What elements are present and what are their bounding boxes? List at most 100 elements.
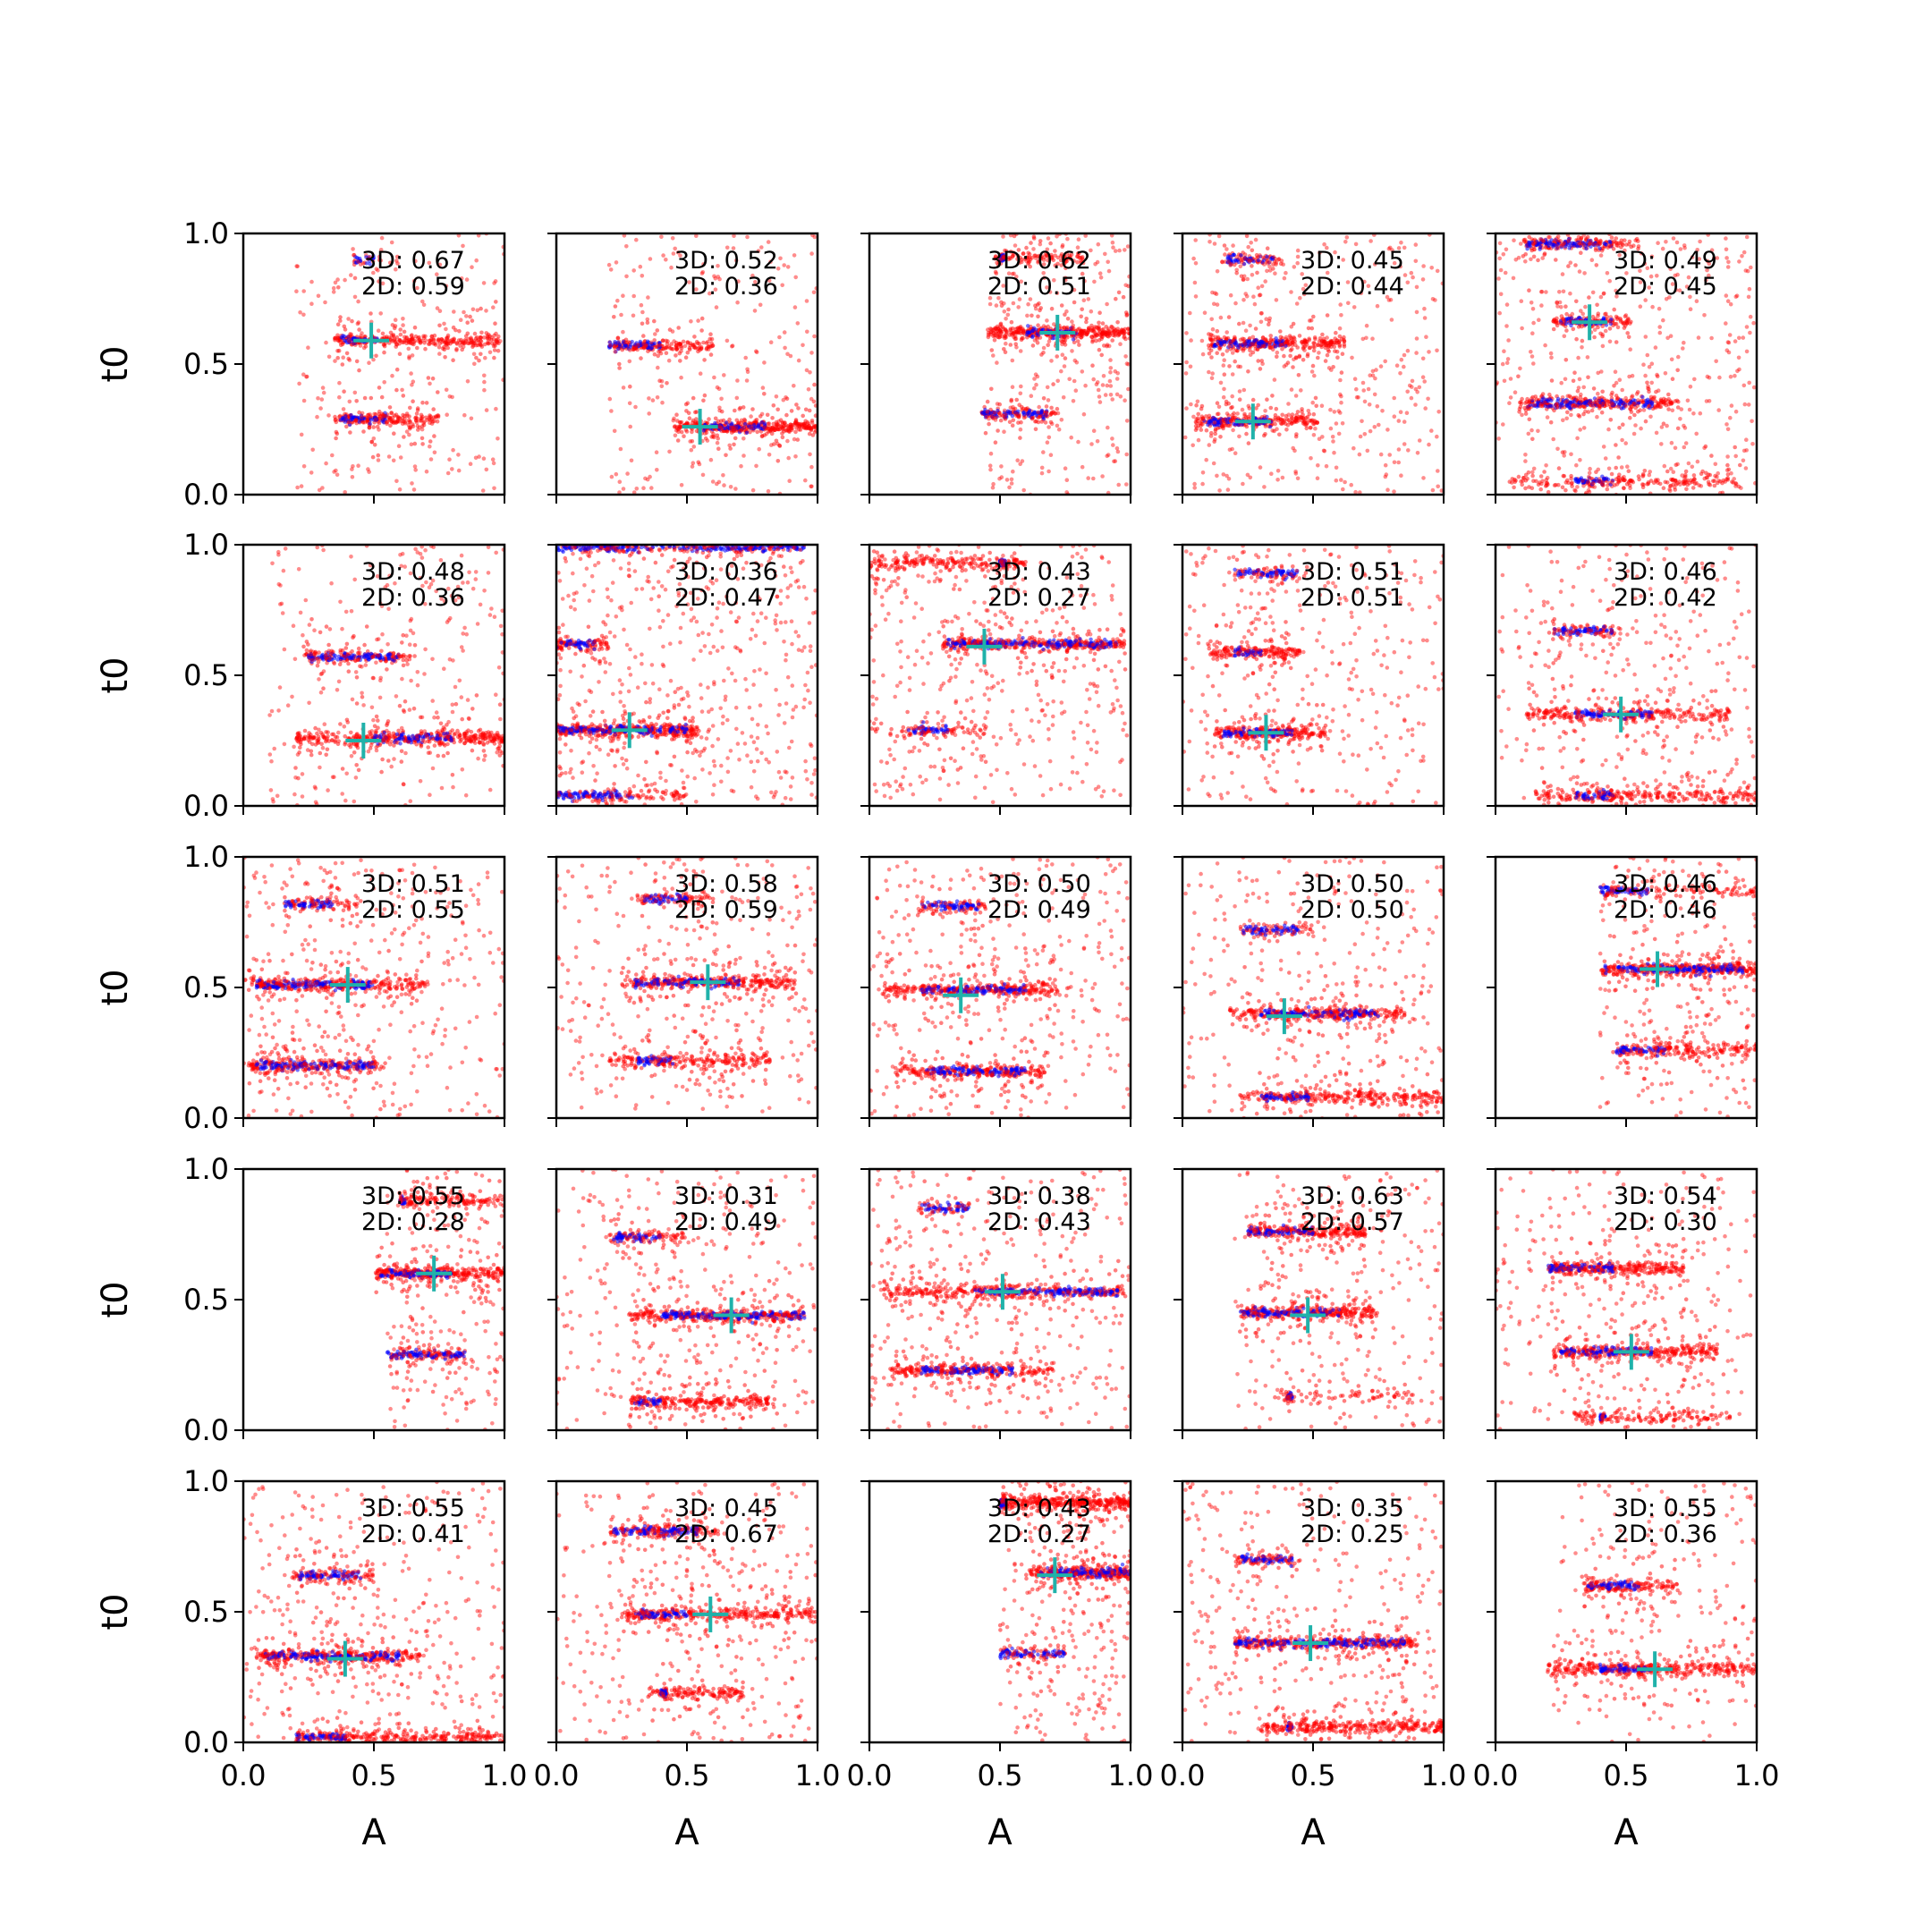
point-2d — [1226, 477, 1232, 481]
point-2d — [1647, 364, 1652, 369]
point-2d — [1204, 414, 1208, 419]
point-2d — [640, 309, 645, 315]
point-2d — [1012, 233, 1017, 239]
point-2d — [1049, 405, 1054, 411]
point-2d — [1241, 336, 1247, 342]
score-3d-label: 3D: 0.45 — [1301, 247, 1404, 275]
point-2d — [1039, 419, 1044, 424]
point-2d — [1011, 404, 1015, 410]
point-2d — [699, 328, 704, 333]
point-2d — [1424, 335, 1428, 340]
point-2d — [1305, 352, 1310, 357]
point-2d — [713, 276, 718, 281]
point-2d — [683, 402, 689, 407]
point-2d — [1194, 402, 1199, 408]
point-2d — [1212, 420, 1217, 425]
point-2d — [1583, 304, 1588, 309]
point-2d — [376, 453, 381, 458]
point-2d — [1504, 247, 1509, 252]
point-2d — [755, 429, 759, 435]
point-2d — [1216, 404, 1222, 410]
point-2d — [1423, 406, 1428, 411]
point-2d — [395, 261, 400, 266]
point-2d — [1422, 379, 1427, 384]
point-2d — [991, 353, 996, 358]
point-2d — [1629, 319, 1633, 325]
point-2d — [1110, 325, 1114, 330]
point-2d — [1124, 361, 1130, 366]
point-2d — [1229, 419, 1233, 423]
point-2d — [1643, 373, 1648, 378]
point-2d — [613, 350, 617, 354]
point-2d — [1285, 417, 1290, 422]
point-2d — [1530, 248, 1534, 253]
point-2d — [1018, 436, 1022, 440]
point-2d — [787, 479, 792, 483]
point-2d — [491, 461, 496, 466]
point-2d — [1199, 338, 1205, 343]
point-2d — [1231, 428, 1235, 433]
point-2d — [465, 379, 470, 384]
point-2d — [1521, 254, 1526, 258]
point-2d — [493, 321, 497, 326]
point-2d — [1097, 394, 1102, 399]
point-2d — [677, 424, 682, 429]
point-2d — [1539, 289, 1545, 294]
point-2d — [1578, 394, 1583, 400]
point-2d — [1588, 466, 1592, 471]
point-2d — [1260, 255, 1266, 260]
point-2d — [989, 348, 995, 352]
point-3d — [1226, 257, 1231, 261]
point-2d — [1242, 342, 1248, 346]
point-2d — [1420, 356, 1426, 361]
point-2d — [1623, 248, 1627, 253]
point-2d — [780, 435, 785, 440]
point-2d — [1690, 255, 1695, 259]
point-2d — [1527, 417, 1532, 422]
point-2d — [772, 428, 776, 433]
point-2d — [365, 418, 370, 423]
point-3d — [737, 430, 742, 435]
point-2d — [1193, 238, 1198, 242]
point-2d — [1244, 233, 1250, 239]
point-2d — [1207, 332, 1211, 336]
point-2d — [1339, 370, 1344, 375]
point-2d — [1618, 318, 1623, 322]
point-2d — [437, 309, 443, 314]
point-2d — [359, 334, 363, 339]
point-2d — [1725, 427, 1731, 432]
point-2d — [1544, 290, 1548, 294]
point-2d — [336, 348, 342, 353]
point-2d — [1724, 247, 1729, 252]
point-2d — [1578, 458, 1582, 462]
point-2d — [1733, 339, 1738, 343]
point-2d — [1290, 416, 1294, 421]
point-3d — [701, 428, 707, 433]
point-2d — [1008, 343, 1013, 347]
point-2d — [756, 249, 761, 253]
point-2d — [1126, 284, 1131, 289]
point-2d — [429, 417, 435, 421]
point-2d — [609, 474, 614, 479]
point-2d — [1080, 258, 1086, 262]
point-2d — [1546, 234, 1551, 240]
point-2d — [1623, 314, 1628, 319]
point-2d — [1653, 345, 1658, 350]
point-2d — [988, 326, 993, 331]
score-2d-label: 2D: 0.51 — [987, 273, 1091, 301]
point-2d — [352, 294, 358, 300]
point-2d — [361, 345, 367, 351]
point-2d — [1601, 292, 1606, 296]
point-2d — [1044, 413, 1048, 419]
point-2d — [1035, 374, 1040, 379]
point-2d — [1576, 412, 1580, 418]
point-2d — [412, 464, 418, 469]
point-2d — [1022, 257, 1027, 262]
point-2d — [1530, 307, 1536, 311]
point-2d — [767, 421, 772, 426]
point-2d — [1246, 441, 1251, 445]
point-2d — [1317, 339, 1322, 343]
point-3d — [1216, 419, 1220, 425]
point-2d — [793, 275, 798, 280]
point-2d — [1606, 427, 1611, 432]
